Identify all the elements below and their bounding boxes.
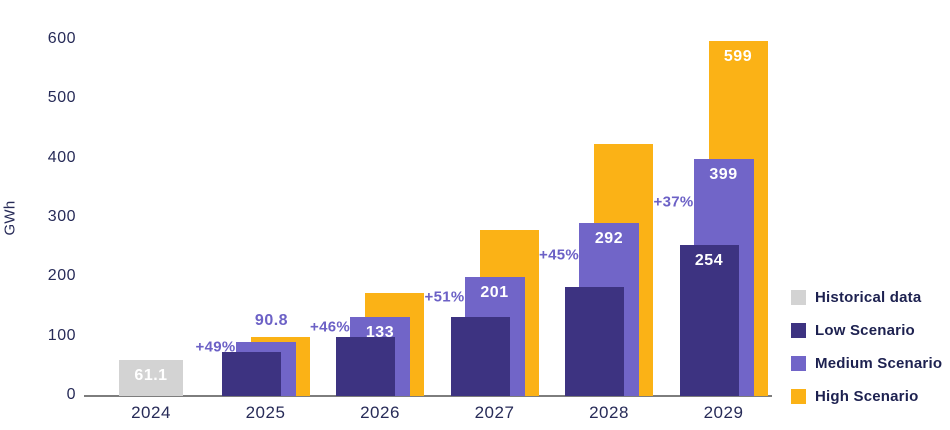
bar-2027-low bbox=[450, 317, 510, 396]
value-label-2028-medium: 292 bbox=[594, 229, 624, 247]
legend-item-historical: Historical data bbox=[791, 289, 942, 306]
legend-item-medium: Medium Scenario bbox=[791, 355, 942, 372]
legend-item-low: Low Scenario bbox=[791, 322, 942, 339]
value-label-2029-high: 599 bbox=[723, 47, 753, 65]
bar-2025-low bbox=[221, 351, 281, 396]
bar-2024-historical bbox=[119, 359, 183, 396]
y-tick-100: 100 bbox=[47, 326, 76, 344]
x-label-2028: 2028 bbox=[589, 403, 629, 422]
growth-label-2029: +37% bbox=[653, 193, 694, 211]
y-tick-300: 300 bbox=[47, 208, 76, 225]
growth-label-2027: +51% bbox=[424, 288, 465, 306]
x-label-2029: 2029 bbox=[703, 403, 744, 422]
legend-swatch-high bbox=[791, 389, 806, 404]
value-label-2029-medium: 399 bbox=[709, 166, 738, 184]
x-axis-line bbox=[84, 395, 772, 397]
value-label-2026-medium: 133 bbox=[365, 324, 395, 342]
legend-swatch-low bbox=[791, 323, 806, 338]
x-label-2027: 2027 bbox=[474, 403, 515, 422]
value-label-2025-medium: 90.8 bbox=[254, 311, 289, 329]
legend-swatch-historical bbox=[791, 290, 806, 305]
x-label-2026: 2026 bbox=[360, 403, 400, 422]
growth-label-2025: +49% bbox=[195, 338, 236, 356]
growth-label-2026: +46% bbox=[310, 318, 350, 336]
value-label-2027-medium: 201 bbox=[480, 283, 509, 301]
bar-2029-low bbox=[679, 245, 739, 396]
legend-label-historical: Historical data bbox=[815, 289, 922, 306]
y-tick-200: 200 bbox=[47, 267, 76, 285]
legend-swatch-medium bbox=[791, 356, 806, 371]
legend-label-low: Low Scenario bbox=[815, 322, 915, 339]
value-label-2024-historical: 61.1 bbox=[134, 366, 168, 384]
chart-legend: Historical data Low Scenario Medium Scenar… bbox=[791, 289, 942, 405]
y-tick-500: 500 bbox=[47, 89, 76, 107]
growth-label-2028: +45% bbox=[539, 246, 579, 264]
x-label-2025: 2025 bbox=[245, 403, 286, 422]
y-tick-400: 400 bbox=[47, 148, 76, 166]
bar-2028-low bbox=[565, 287, 624, 396]
y-tick-600: 600 bbox=[47, 30, 76, 47]
legend-label-high: High Scenario bbox=[815, 388, 919, 405]
bar-2026-low bbox=[336, 337, 395, 396]
legend-item-high: High Scenario bbox=[791, 388, 942, 405]
legend-label-medium: Medium Scenario bbox=[815, 355, 943, 372]
y-tick-0: 0 bbox=[66, 386, 76, 403]
x-label-2024: 2024 bbox=[131, 403, 171, 422]
value-label-2029-low: 254 bbox=[694, 252, 724, 270]
